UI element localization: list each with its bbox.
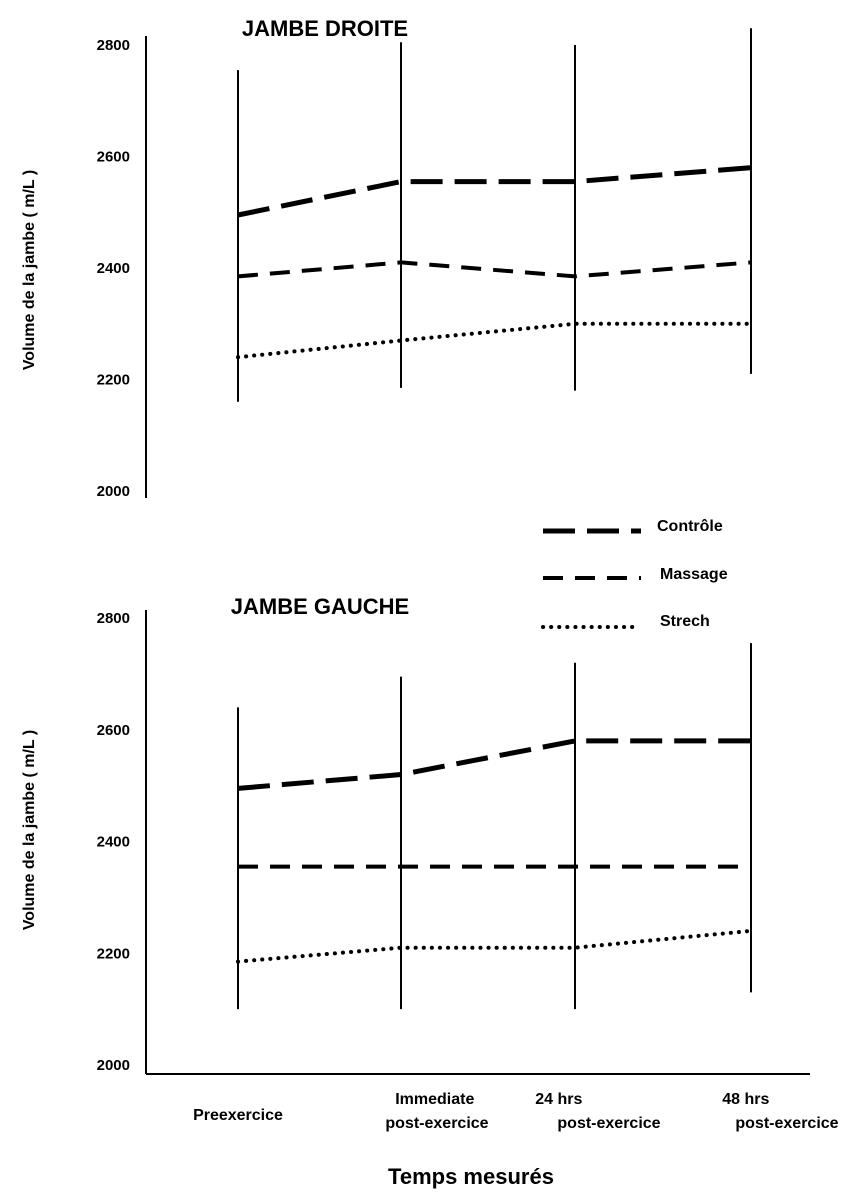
y-tick-label-top-2800: 2800: [97, 37, 130, 54]
legend: Contrôle Massage Strech: [541, 518, 728, 630]
series-line-top-2: [236, 321, 753, 360]
legend-label-massage: Massage: [660, 566, 728, 583]
y-tick-label-bottom-2000: 2000: [97, 1057, 130, 1074]
x-category-label-preexercice: Preexercice: [193, 1107, 283, 1124]
y-tick-label-bottom-2600: 2600: [97, 722, 130, 739]
y-tick-label-bottom-2200: 2200: [97, 945, 130, 962]
x-category-label-immediate-line1: Immediate: [395, 1091, 474, 1108]
y-tick-label-bottom-2800: 2800: [97, 610, 130, 627]
y-tick-label-top-2600: 2600: [97, 149, 130, 166]
series-line-bottom-2: [236, 928, 753, 964]
y-axis-label-droite: Volume de la jambe ( m/L ): [21, 170, 38, 370]
panel-jambe-gauche: JAMBE GAUCHE Volume de la jambe ( m/L ) …: [21, 594, 810, 1075]
x-category-label-48hrs-line2: post-exercice: [735, 1115, 838, 1132]
x-category-label-immediate-line2: post-exercice: [385, 1115, 488, 1132]
x-category-label-24hrs-line1: 24 hrs: [535, 1091, 582, 1108]
panel-jambe-droite: JAMBE DROITE Volume de la jambe ( m/L ) …: [21, 16, 753, 500]
panel-title-gauche: JAMBE GAUCHE: [231, 594, 409, 619]
x-category-label-24hrs: 24 hrs post-exercice: [535, 1091, 660, 1132]
x-category-label-immediate: Immediate post-exercice: [385, 1091, 488, 1132]
series-line-top-0: [237, 165, 752, 218]
x-category-labels: Preexercice Immediate post-exercice 24 h…: [193, 1091, 839, 1132]
y-axis-label-gauche: Volume de la jambe ( m/L ): [21, 730, 38, 930]
y-tick-label-bottom-2400: 2400: [97, 834, 130, 851]
x-category-label-48hrs: 48 hrs post-exercice: [722, 1091, 838, 1132]
legend-label-controle: Contrôle: [657, 518, 723, 535]
y-tick-label-top-2400: 2400: [97, 260, 130, 277]
panel-title-droite: JAMBE DROITE: [242, 16, 408, 41]
y-tick-label-top-2200: 2200: [97, 372, 130, 389]
y-tick-label-top-2000: 2000: [97, 483, 130, 500]
series-line-bottom-0: [237, 738, 751, 791]
x-axis-label: Temps mesurés: [388, 1164, 554, 1189]
series-line-top-1: [237, 260, 752, 279]
x-category-label-48hrs-line1: 48 hrs: [722, 1091, 769, 1108]
x-category-label-24hrs-line2: post-exercice: [557, 1115, 660, 1132]
legend-label-strech: Strech: [660, 613, 710, 630]
